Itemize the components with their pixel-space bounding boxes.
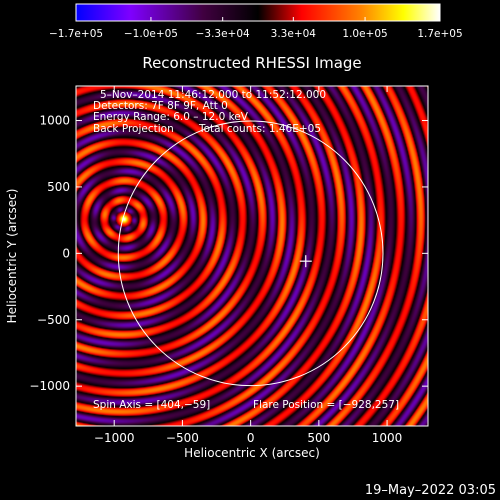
annotation-flare-position: Flare Position = [−928,257]: [253, 399, 399, 411]
annotation-counts: Total counts: 1.46E+05: [198, 123, 321, 135]
y-tick-label: −1000: [29, 379, 70, 393]
colorbar-tick-label: −1.7e+05: [49, 28, 103, 40]
annotation-detectors: Detectors: 7F 8F 9F, Att 0: [93, 100, 228, 112]
colorbar-tick-label: 1.0e+05: [342, 28, 387, 40]
sun-limb-circle: [117, 120, 384, 387]
x-tick-label: −500: [166, 431, 199, 445]
y-tick-label: −500: [37, 313, 70, 327]
annotation-energy: Energy Range: 6.0 – 12.0 keV: [93, 111, 249, 123]
heatmap-image: [76, 86, 428, 426]
axis-ticks: −1000 −500 0 500 1000 −1000 −500 0 500 1000: [29, 86, 428, 445]
plot-frame: [75, 85, 429, 427]
x-axis-label: Heliocentric X (arcsec): [184, 446, 320, 460]
spin-axis-marker: [299, 255, 312, 268]
x-tick-label: 1000: [372, 431, 403, 445]
colorbar-tick-label: 1.7e+05: [417, 28, 462, 40]
x-tick-label: 0: [247, 431, 255, 445]
colorbar-tick-label: −1.0e+05: [124, 28, 178, 40]
y-tick-label: 0: [62, 246, 70, 260]
annotation-spin-axis: Spin Axis = [404,−59]: [93, 399, 210, 411]
chart-title: Reconstructed RHESSI Image: [142, 54, 361, 72]
footer-timestamp: 19–May–2022 03:05: [365, 483, 496, 498]
y-tick-label: 500: [47, 180, 70, 194]
x-tick-label: −1000: [94, 431, 135, 445]
colorbar-tick-label: 3.3e+04: [271, 28, 317, 40]
colorbar-ticks: −1.7e+05 −1.0e+05 −3.3e+04 3.3e+04 1.0e+05 1.…: [49, 17, 463, 40]
y-tick-label: 1000: [39, 114, 70, 128]
colorbar-tick-label: −3.3e+04: [196, 28, 250, 40]
colorbar: [75, 3, 441, 22]
annotation-time-range: 5–Nov–2014 11:46:12.000 to 11:52:12.000: [100, 89, 326, 101]
annotation-method: Back Projection: [93, 123, 174, 135]
y-axis-label: Heliocentric Y (arcsec): [5, 189, 19, 324]
x-tick-label: 500: [307, 431, 330, 445]
